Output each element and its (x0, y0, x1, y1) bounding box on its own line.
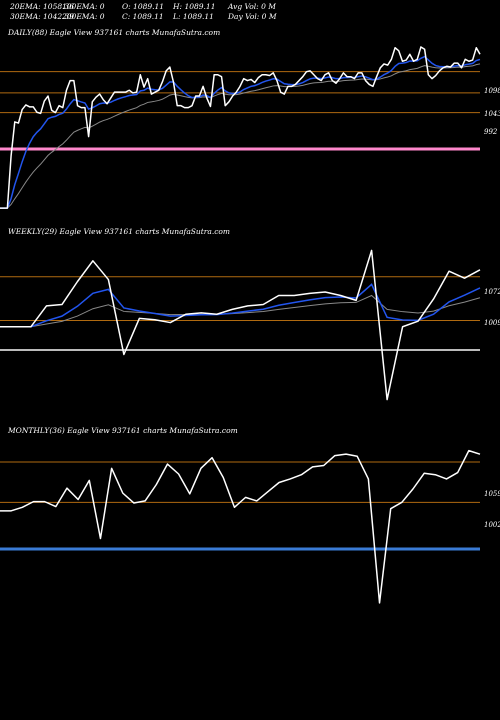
daily-level-label-low: 992 (484, 128, 498, 136)
monthly-level-label-high: 1059 (484, 490, 500, 498)
daily-level-label-high: 1098 (484, 87, 500, 95)
monthly-level-label-low: 1002 (484, 521, 500, 529)
header-high: H: 1089.11 (173, 2, 216, 11)
monthly-panel-title: MONTHLY(36) Eagle View 937161 charts Mun… (8, 426, 238, 435)
weekly-price-line (0, 249, 481, 401)
weekly-ema-slow-line (0, 294, 481, 328)
weekly-level-label-high: 1072 (484, 288, 500, 296)
header-close: C: 1089.11 (122, 12, 164, 21)
daily-ema-slow-line (0, 63, 481, 209)
header-30ema: 30EMA: 1042.39 (10, 12, 75, 21)
daily-ema-fast-line (0, 55, 481, 209)
header-open: O: 1089.11 (122, 2, 165, 11)
header-200ema: 200EMA: 0 (62, 12, 105, 21)
header-20ema: 20EMA: 1058.36 (10, 2, 75, 11)
weekly-panel-title: WEEKLY(29) Eagle View 937161 charts Muna… (8, 227, 231, 236)
header-day-vol: Day Vol: 0 M (228, 12, 277, 21)
daily-price-line (0, 46, 481, 209)
header-low: L: 1089.11 (173, 12, 214, 21)
weekly-level-label-low: 1009 (484, 319, 500, 327)
monthly-price-line (0, 449, 481, 604)
header-avg-vol: Avg Vol: 0 M (228, 2, 276, 11)
daily-panel-title: DAILY(88) Eagle View 937161 charts Munaf… (8, 28, 221, 37)
weekly-ema-fast-line (0, 283, 481, 328)
daily-level-label-mid: 1043 (484, 110, 500, 118)
header-100ema: 100EMA: 0 (62, 2, 105, 11)
